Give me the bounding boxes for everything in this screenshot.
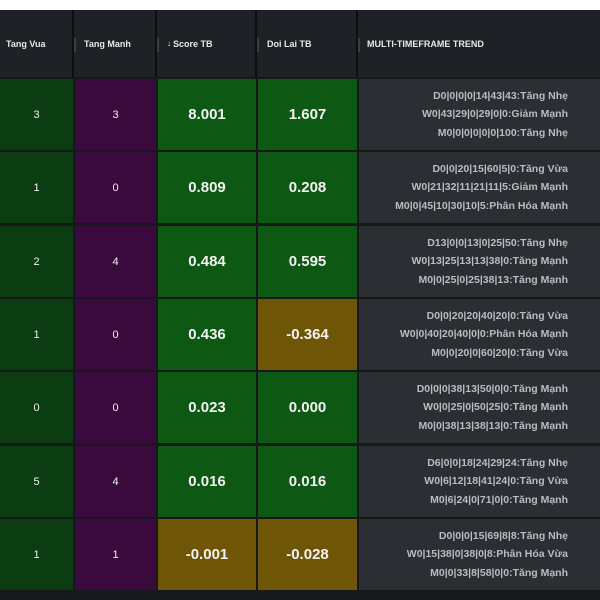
header-trend-label: MULTI-TIMEFRAME TREND — [367, 38, 484, 49]
cell-tang-vua: 1 — [0, 299, 73, 370]
header-separator — [157, 38, 159, 52]
cell-tang-manh: 1 — [75, 519, 156, 590]
header-score-tb-label: Score TB — [173, 38, 213, 49]
cell-doi-lai-tb: 0.208 — [258, 152, 357, 223]
cell-trend: D0|0|20|20|40|20|0:Tăng Vừa W0|0|40|20|40… — [359, 299, 600, 370]
header-score-tb[interactable]: ↓ Score TB — [157, 10, 257, 77]
cell-doi-lai-tb: 0.016 — [258, 446, 357, 517]
cell-tang-vua: 2 — [0, 226, 73, 297]
trend-line: D6|0|0|18|24|29|24:Tăng Nhẹ — [427, 456, 568, 469]
cell-doi-lai-tb: -0.364 — [258, 299, 357, 370]
trend-line: D0|0|0|15|69|8|8:Tăng Nhẹ — [438, 529, 568, 542]
cell-score-tb: 8.001 — [158, 79, 256, 150]
header-doi-lai-tb-label: Doi Lai TB — [267, 38, 312, 49]
trend-line: W0|15|38|0|38|0|8:Phân Hóa Vừa — [406, 548, 568, 561]
header-doi-lai-tb[interactable]: Doi Lai TB — [257, 10, 358, 77]
trend-line: W0|13|25|13|13|38|0:Tăng Mạnh — [411, 255, 568, 268]
cell-tang-manh: 0 — [75, 299, 156, 370]
header-tang-manh-label: Tang Manh — [84, 38, 131, 49]
cell-score-tb: 0.436 — [158, 299, 256, 370]
cell-doi-lai-tb: 0.000 — [258, 372, 357, 443]
header-trend[interactable]: MULTI-TIMEFRAME TREND — [358, 10, 600, 77]
cell-score-tb: 0.016 — [158, 446, 256, 517]
cell-tang-vua: 5 — [0, 446, 73, 517]
cell-trend: D0|0|0|0|14|43|43:Tăng Nhẹ W0|43|29|0|29|… — [359, 79, 600, 150]
trend-line: D0|0|0|0|14|43|43:Tăng Nhẹ — [433, 89, 568, 102]
cell-score-tb: 0.023 — [158, 372, 256, 443]
cell-score-tb: 0.484 — [158, 226, 256, 297]
cell-tang-vua: 0 — [0, 372, 73, 443]
trend-line: W0|0|40|20|40|0|0:Phân Hóa Mạnh — [399, 328, 568, 341]
cell-tang-vua: 1 — [0, 152, 73, 223]
trend-line: D0|0|0|38|13|50|0|0:Tăng Mạnh — [416, 382, 568, 395]
cell-trend: D13|0|0|13|0|25|50:Tăng Nhẹ W0|13|25|13|1… — [359, 226, 600, 297]
cell-tang-manh: 4 — [75, 226, 156, 297]
cell-trend: D0|0|0|38|13|50|0|0:Tăng Mạnh W0|0|25|0|5… — [359, 372, 600, 443]
sort-arrow-icon: ↓ — [167, 39, 171, 48]
cell-trend: D6|0|0|18|24|29|24:Tăng Nhẹ W0|6|12|18|41… — [359, 446, 600, 517]
header-separator — [257, 38, 259, 52]
trend-line: M0|0|25|0|25|38|13:Tăng Mạnh — [418, 273, 568, 286]
header-tang-vua-label: Tang Vua — [6, 38, 46, 49]
header-separator — [358, 38, 360, 52]
trend-line: D0|0|20|20|40|20|0:Tăng Vừa — [426, 309, 568, 322]
trend-line: D13|0|0|13|0|25|50:Tăng Nhẹ — [427, 236, 568, 249]
cell-doi-lai-tb: 1.607 — [258, 79, 357, 150]
trend-line: W0|43|29|0|29|0|0:Giảm Mạnh — [421, 108, 568, 121]
trend-line: W0|21|32|11|21|11|5:Giảm Mạnh — [411, 181, 568, 194]
header-separator — [74, 38, 76, 52]
header-tang-vua[interactable]: Tang Vua — [0, 10, 74, 77]
trend-line: D0|0|20|15|60|5|0:Tăng Vừa — [432, 162, 568, 175]
cell-tang-manh: 0 — [75, 372, 156, 443]
trend-line: M0|0|33|8|58|0|0:Tăng Mạnh — [430, 566, 568, 579]
trend-line: M0|0|38|13|38|13|0:Tăng Mạnh — [418, 419, 568, 432]
cell-tang-manh: 0 — [75, 152, 156, 223]
trend-line: M0|6|24|0|71|0|0:Tăng Mạnh — [430, 493, 568, 506]
cell-trend: D0|0|20|15|60|5|0:Tăng Vừa W0|21|32|11|21… — [359, 152, 600, 223]
cell-tang-vua: 3 — [0, 79, 73, 150]
cell-score-tb: -0.001 — [158, 519, 256, 590]
trend-line: M0|0|45|10|30|10|5:Phân Hóa Mạnh — [395, 199, 568, 212]
cell-doi-lai-tb: -0.028 — [258, 519, 357, 590]
trend-line: W0|6|12|18|41|24|0:Tăng Vừa — [424, 475, 568, 488]
top-strip — [0, 0, 600, 10]
trend-line: M0|0|20|0|60|20|0:Tăng Vừa — [431, 346, 568, 359]
cell-score-tb: 0.809 — [158, 152, 256, 223]
trend-line: M0|0|0|0|0|0|100:Tăng Nhẹ — [437, 126, 568, 139]
cell-tang-manh: 4 — [75, 446, 156, 517]
cell-doi-lai-tb: 0.595 — [258, 226, 357, 297]
cell-trend: D0|0|0|15|69|8|8:Tăng Nhẹ W0|15|38|0|38|0… — [359, 519, 600, 590]
trend-line: W0|0|25|0|50|25|0:Tăng Mạnh — [423, 401, 568, 414]
cell-tang-vua: 1 — [0, 519, 73, 590]
cell-tang-manh: 3 — [75, 79, 156, 150]
header-tang-manh[interactable]: Tang Manh — [74, 10, 157, 77]
